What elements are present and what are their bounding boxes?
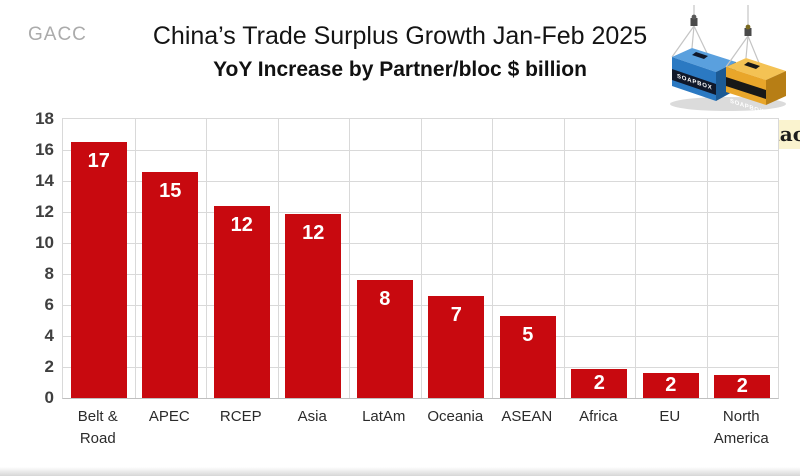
bar-value-label: 7 (450, 303, 462, 326)
x-label-apec: APEC (148, 408, 190, 425)
y-tick-14: 14 (35, 171, 54, 190)
bar-rcep: 12 (213, 205, 270, 398)
bar-value-label: 2 (736, 374, 748, 397)
gridline-x-2 (206, 119, 207, 398)
bar-africa: 2 (571, 368, 628, 398)
bar-asia: 12 (285, 213, 342, 398)
x-label-eu: EU (659, 408, 681, 425)
y-axis: 0 2 4 6 8 10 12 14 16 18 (0, 109, 54, 407)
gridline-x-6 (492, 119, 493, 398)
shipping-containers-illustration: SOAPBOX SOAPBOX (670, 5, 786, 112)
gridline-x-3 (277, 119, 279, 398)
bar-value-label: 15 (159, 179, 182, 202)
orange-container-icon: SOAPBOX (726, 58, 786, 112)
x-label-oceania: Oceania (427, 408, 484, 425)
y-tick-6: 6 (44, 295, 54, 314)
bar-belt-road: 17 (70, 142, 127, 398)
bar-oceania: 7 (428, 295, 485, 398)
gridline-x-7 (563, 119, 565, 398)
bar-latam: 8 (356, 280, 413, 398)
blue-hook-pulley (691, 14, 697, 20)
chart-subtitle: YoY Increase by Partner/bloc $ billion (213, 58, 587, 81)
bar-value-label: 2 (593, 371, 605, 394)
bar-apec: 15 (142, 171, 199, 398)
bar-eu: 2 (642, 373, 699, 398)
orange-hook-pulley (745, 24, 751, 30)
x-label-asean: ASEAN (501, 408, 553, 425)
x-label-belt-road: Belt & Road (77, 408, 118, 447)
gridline-x-8 (635, 119, 636, 398)
gridline-x-4 (349, 119, 350, 398)
y-tick-12: 12 (35, 202, 54, 221)
x-label-north-america: North America (713, 408, 769, 447)
bottom-edge-shadow (0, 467, 800, 476)
bar-north-america: 2 (714, 374, 771, 398)
y-tick-10: 10 (35, 233, 54, 252)
x-label-rcep: RCEP (219, 408, 262, 425)
source-watermark: GACC (28, 24, 87, 45)
bar-value-label: 12 (230, 213, 253, 236)
gridline-x-9 (706, 119, 708, 398)
orange-hook-block (744, 28, 752, 36)
y-tick-2: 2 (44, 357, 54, 376)
blue-hook-block (690, 18, 698, 26)
y-tick-0: 0 (44, 388, 54, 407)
x-label-asia: Asia (297, 408, 327, 425)
chart-title: China’s Trade Surplus Growth Jan-Feb 202… (152, 22, 648, 50)
bar-value-label: 8 (379, 288, 391, 311)
bar-asean: 5 (499, 315, 556, 398)
plot-area: 17 15 12 12 8 7 5 2 2 2 (62, 118, 779, 399)
y-tick-18: 18 (35, 109, 54, 128)
x-label-latam: LatAm (362, 408, 406, 425)
bar-value-label: 17 (87, 150, 110, 173)
bar-value-label: 5 (522, 323, 534, 346)
bar-value-label: 12 (302, 221, 325, 244)
y-tick-8: 8 (44, 264, 54, 283)
bar-value-label: 2 (665, 374, 677, 397)
gridline-x-5 (420, 119, 422, 398)
gridline-x-1 (134, 119, 136, 398)
y-tick-16: 16 (35, 140, 54, 159)
x-axis: Belt & Road APEC RCEP Asia LatAm Oceania ASEAN… (62, 406, 777, 450)
x-label-africa: Africa (579, 408, 618, 425)
y-tick-4: 4 (44, 326, 54, 345)
blue-container-icon: SOAPBOX (672, 48, 736, 101)
